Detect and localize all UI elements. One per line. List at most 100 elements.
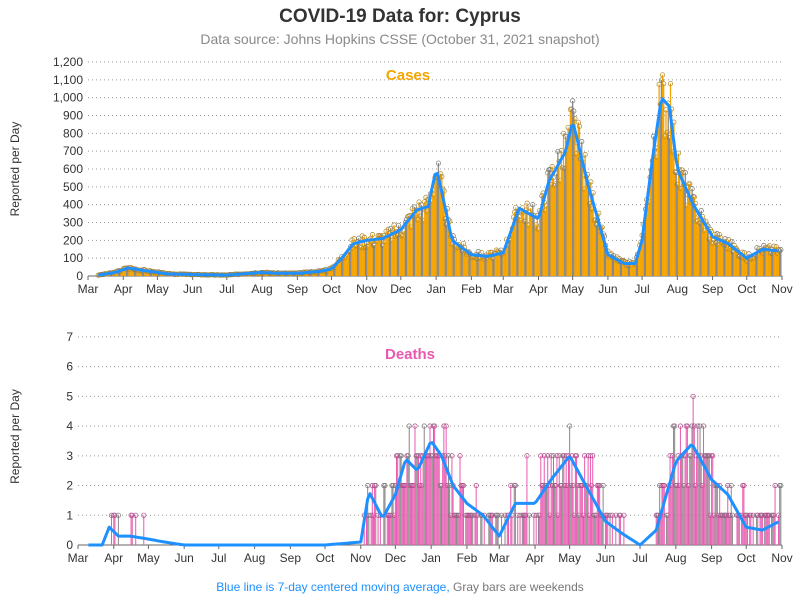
daily-bar: [528, 515, 530, 545]
x-tick-label: Jun: [596, 551, 615, 565]
daily-bar: [589, 203, 591, 276]
daily-bar: [432, 189, 434, 276]
y-tick-label: 3: [66, 449, 73, 463]
daily-bar: [500, 250, 502, 276]
daily-bar: [779, 251, 781, 276]
daily-bar: [683, 485, 685, 545]
daily-bar: [743, 252, 746, 276]
daily-bar: [724, 238, 726, 276]
daily-bar: [766, 248, 768, 276]
daily-point: [677, 423, 683, 429]
x-tick-label: Mar: [68, 551, 89, 565]
daily-bar: [268, 273, 270, 276]
daily-bar: [736, 515, 738, 545]
daily-point: [621, 512, 627, 518]
daily-bar: [471, 515, 473, 545]
daily-bar: [587, 184, 590, 276]
daily-point: [396, 222, 402, 228]
daily-bar: [533, 515, 535, 545]
daily-point: [572, 116, 578, 122]
daily-bar: [678, 169, 681, 276]
daily-point: [475, 249, 481, 255]
daily-bar: [368, 239, 370, 276]
daily-bar: [744, 515, 746, 545]
daily-bar: [611, 515, 613, 545]
daily-bar: [502, 253, 504, 276]
daily-bar: [476, 258, 478, 276]
daily-bar: [513, 485, 515, 545]
daily-point: [697, 423, 703, 429]
daily-bar: [457, 248, 459, 276]
daily-bar: [393, 515, 395, 545]
daily-bar: [517, 212, 519, 276]
daily-bar: [483, 259, 485, 276]
daily-bar: [733, 245, 735, 276]
daily-bar: [578, 515, 580, 545]
daily-bar: [668, 485, 670, 545]
daily-bar: [353, 238, 355, 276]
daily-bar: [460, 485, 462, 545]
daily-bar: [453, 515, 455, 545]
daily-point: [421, 423, 427, 429]
daily-bar: [744, 258, 747, 276]
daily-bar: [386, 515, 388, 545]
daily-bar: [459, 246, 461, 276]
daily-bar: [716, 233, 718, 276]
x-tick-label: May: [137, 551, 160, 565]
daily-bar: [596, 485, 598, 545]
daily-bar: [525, 515, 527, 545]
daily-bar: [765, 247, 767, 276]
daily-bar: [566, 150, 568, 276]
y-tick-label: 4: [66, 419, 73, 433]
daily-bar: [648, 201, 650, 276]
daily-bar: [526, 203, 528, 276]
daily-bar: [668, 137, 671, 276]
daily-bar: [708, 239, 710, 276]
daily-bar: [653, 149, 656, 276]
daily-bar: [726, 249, 729, 276]
daily-bar: [354, 246, 357, 276]
daily-bar: [558, 161, 560, 276]
x-tick-label: May: [558, 551, 581, 565]
daily-bar: [725, 243, 727, 276]
daily-bar: [636, 254, 639, 276]
daily-bar: [517, 515, 519, 545]
daily-point: [710, 453, 716, 459]
daily-bar: [607, 515, 609, 545]
daily-bar: [726, 515, 728, 545]
daily-bar: [335, 265, 337, 276]
daily-bar: [337, 259, 339, 276]
daily-point: [728, 482, 734, 489]
daily-bar: [419, 216, 421, 276]
daily-bar: [156, 273, 159, 276]
daily-bar: [449, 221, 451, 276]
daily-point: [617, 512, 623, 518]
daily-bar: [707, 226, 709, 276]
daily-bar: [701, 216, 704, 276]
daily-bar: [540, 455, 542, 545]
daily-point: [356, 235, 362, 241]
daily-bar: [567, 127, 569, 276]
daily-bar: [457, 515, 459, 545]
daily-bar: [597, 220, 599, 276]
daily-point: [590, 453, 596, 459]
daily-bar: [493, 253, 495, 276]
daily-bar: [776, 253, 779, 276]
daily-bar: [671, 455, 673, 545]
daily-point: [432, 423, 438, 429]
daily-bar: [582, 159, 584, 276]
daily-bar: [574, 455, 576, 545]
daily-bar: [764, 249, 766, 276]
daily-bar: [611, 257, 614, 276]
daily-bar: [437, 163, 440, 276]
daily-bar: [595, 224, 598, 276]
daily-bar: [129, 269, 131, 276]
daily-bar: [385, 231, 387, 276]
daily-bar: [346, 254, 349, 276]
panel-label: Deaths: [385, 346, 435, 363]
daily-bar: [460, 247, 462, 276]
daily-point: [559, 165, 565, 171]
daily-bar: [453, 239, 455, 276]
daily-point: [406, 423, 412, 429]
daily-bar: [451, 244, 453, 276]
